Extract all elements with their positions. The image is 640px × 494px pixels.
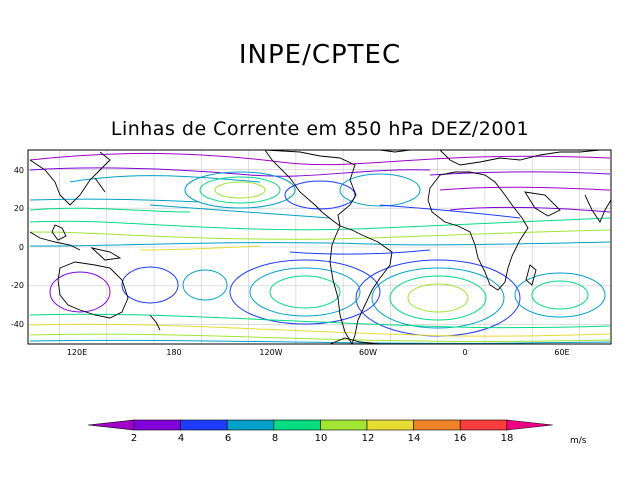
colorbar-label: 4 (178, 433, 184, 444)
colorbar: 2 4 6 8 10 12 14 16 18 m/s (87, 419, 587, 446)
australia-coast (57, 261, 129, 319)
colorbar-segment (320, 419, 368, 431)
colorbar-segment (273, 419, 321, 431)
europe-coast (439, 150, 601, 166)
colorbar-label: 16 (454, 433, 467, 444)
north-america-coast (264, 150, 357, 228)
lon-label: 120W (259, 348, 282, 357)
colorbar-labels: 2 4 6 8 10 12 14 16 18 (131, 433, 514, 444)
new-guinea-coast (90, 247, 122, 261)
indonesia-coast (29, 231, 81, 251)
colorbar-segment (180, 419, 228, 431)
latitude-labels: 40 20 0 -20 -40 (11, 166, 24, 329)
colorbar-label: 18 (501, 433, 514, 444)
lat-label: 40 (14, 166, 24, 175)
lon-label: 180 (166, 348, 181, 357)
colorbar-label: 8 (272, 433, 278, 444)
colorbar-segment (226, 419, 275, 431)
colorbar-segment (366, 419, 414, 431)
colorbar-segment (133, 419, 181, 431)
antarctica-coast (329, 337, 381, 344)
lat-label: -40 (11, 320, 24, 329)
colorbar-segment (506, 419, 553, 431)
new-zealand-coast (149, 314, 161, 331)
map-frame (27, 149, 612, 345)
colorbar-segment (413, 419, 461, 431)
lat-label: 20 (14, 204, 24, 213)
map-panel: 40 20 0 -20 -40 120E 180 120W 60W 0 60E (11, 149, 612, 357)
lon-label: 60E (554, 348, 569, 357)
africa-coast (427, 171, 529, 291)
colorbar-label: 14 (408, 433, 421, 444)
colorbar-segments (87, 419, 553, 431)
madagascar-coast (525, 264, 537, 286)
arabia-coast (524, 191, 561, 217)
borneo-coast (51, 224, 67, 241)
organization-title: INPE/CPTEC (238, 40, 402, 70)
colorbar-segment (87, 419, 135, 431)
map-title: Linhas de Corrente em 850 hPa DEZ/2001 (110, 118, 530, 140)
colorbar-label: 2 (131, 433, 137, 444)
lon-label: 0 (462, 348, 467, 357)
lat-label: 0 (19, 243, 24, 252)
colorbar-label: 10 (315, 433, 328, 444)
south-america-coast (329, 225, 393, 344)
coastlines (29, 150, 611, 344)
colorbar-label: 12 (362, 433, 375, 444)
colorbar-segment (459, 419, 508, 431)
colorbar-label: 6 (225, 433, 231, 444)
japan-coast (94, 177, 106, 193)
lon-label: 60W (359, 348, 377, 357)
india-coast (584, 194, 611, 223)
greenland-coast (379, 150, 411, 153)
gridlines (28, 150, 611, 344)
lon-label: 120E (67, 348, 87, 357)
east-asia-coast (29, 151, 111, 206)
longitude-labels: 120E 180 120W 60W 0 60E (67, 348, 570, 357)
lat-label: -20 (11, 281, 24, 290)
colorbar-unit: m/s (570, 436, 587, 446)
